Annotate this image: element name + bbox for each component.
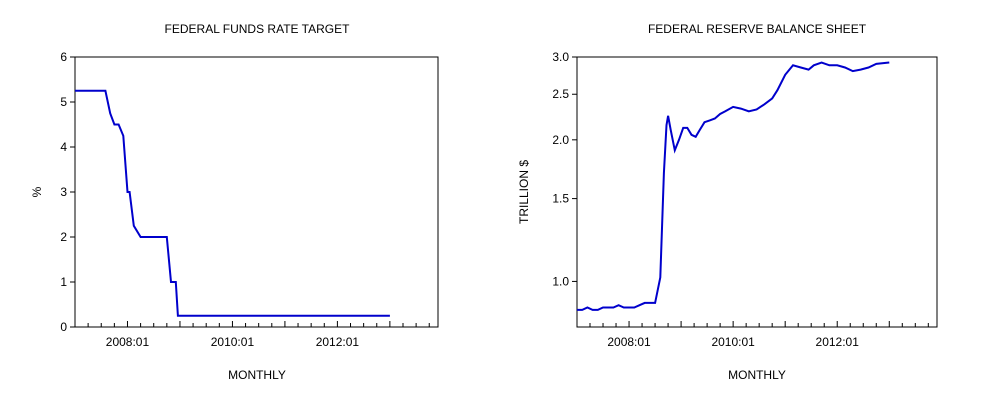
series-line-balance-sheet xyxy=(577,61,890,311)
y-tick-label: 4 xyxy=(60,140,67,154)
y-tick-label: 1.0 xyxy=(552,274,569,288)
balance-sheet-chart: FEDERAL RESERVE BALANCE SHEET MONTHLY TR… xyxy=(517,22,938,382)
y-tick-label: 6 xyxy=(60,50,67,64)
y-tick-label: 5 xyxy=(60,95,67,109)
x-axis-label: MONTHLY xyxy=(228,368,286,382)
x-tick-label: 2008:01 xyxy=(607,335,651,349)
x-tick-label: 2012:01 xyxy=(816,335,860,349)
chart-title: FEDERAL FUNDS RATE TARGET xyxy=(165,22,351,36)
fed-funds-chart: FEDERAL FUNDS RATE TARGET MONTHLY % 0 1 2 3… xyxy=(30,22,439,382)
y-tick-label: 3 xyxy=(60,185,67,199)
x-axis-label: MONTHLY xyxy=(728,368,786,382)
chart-title: FEDERAL RESERVE BALANCE SHEET xyxy=(648,22,867,36)
series-line-fed-funds-rate xyxy=(75,89,390,317)
y-axis-label: TRILLION $ xyxy=(517,160,531,224)
x-tick-label: 2010:01 xyxy=(711,335,755,349)
y-tick-label: 2.5 xyxy=(552,87,569,101)
x-tick-label: 2010:01 xyxy=(211,335,255,349)
y-tick-label: 0 xyxy=(60,320,67,334)
y-tick-label: 2 xyxy=(60,230,67,244)
y-tick-label: 2.0 xyxy=(552,133,569,147)
y-tick-label: 1.5 xyxy=(552,192,569,206)
axis-ticks: 1.0 1.5 2.0 2.5 3.0 2008:01 2010:01 2012:01 xyxy=(552,50,929,349)
x-tick-label: 2012:01 xyxy=(316,335,360,349)
plot-frame xyxy=(576,56,938,328)
x-tick-label: 2008:01 xyxy=(106,335,150,349)
axis-ticks: 0 1 2 3 4 5 6 2008:01 2010:01 2012:01 xyxy=(60,50,430,349)
y-tick-label: 3.0 xyxy=(552,50,569,64)
y-axis-label: % xyxy=(30,186,44,197)
y-tick-label: 1 xyxy=(60,275,67,289)
